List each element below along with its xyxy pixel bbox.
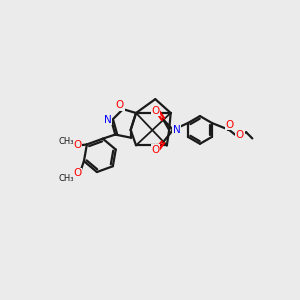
Text: O: O [151,145,159,155]
Text: CH₃: CH₃ [58,137,74,146]
Text: CH₃: CH₃ [58,174,74,183]
Text: N: N [104,115,111,125]
Text: O: O [226,119,234,130]
Text: O: O [116,100,124,110]
Text: O: O [151,106,159,116]
Text: O: O [74,140,82,150]
Text: N: N [173,125,181,135]
Text: O: O [236,130,244,140]
Text: O: O [74,168,82,178]
